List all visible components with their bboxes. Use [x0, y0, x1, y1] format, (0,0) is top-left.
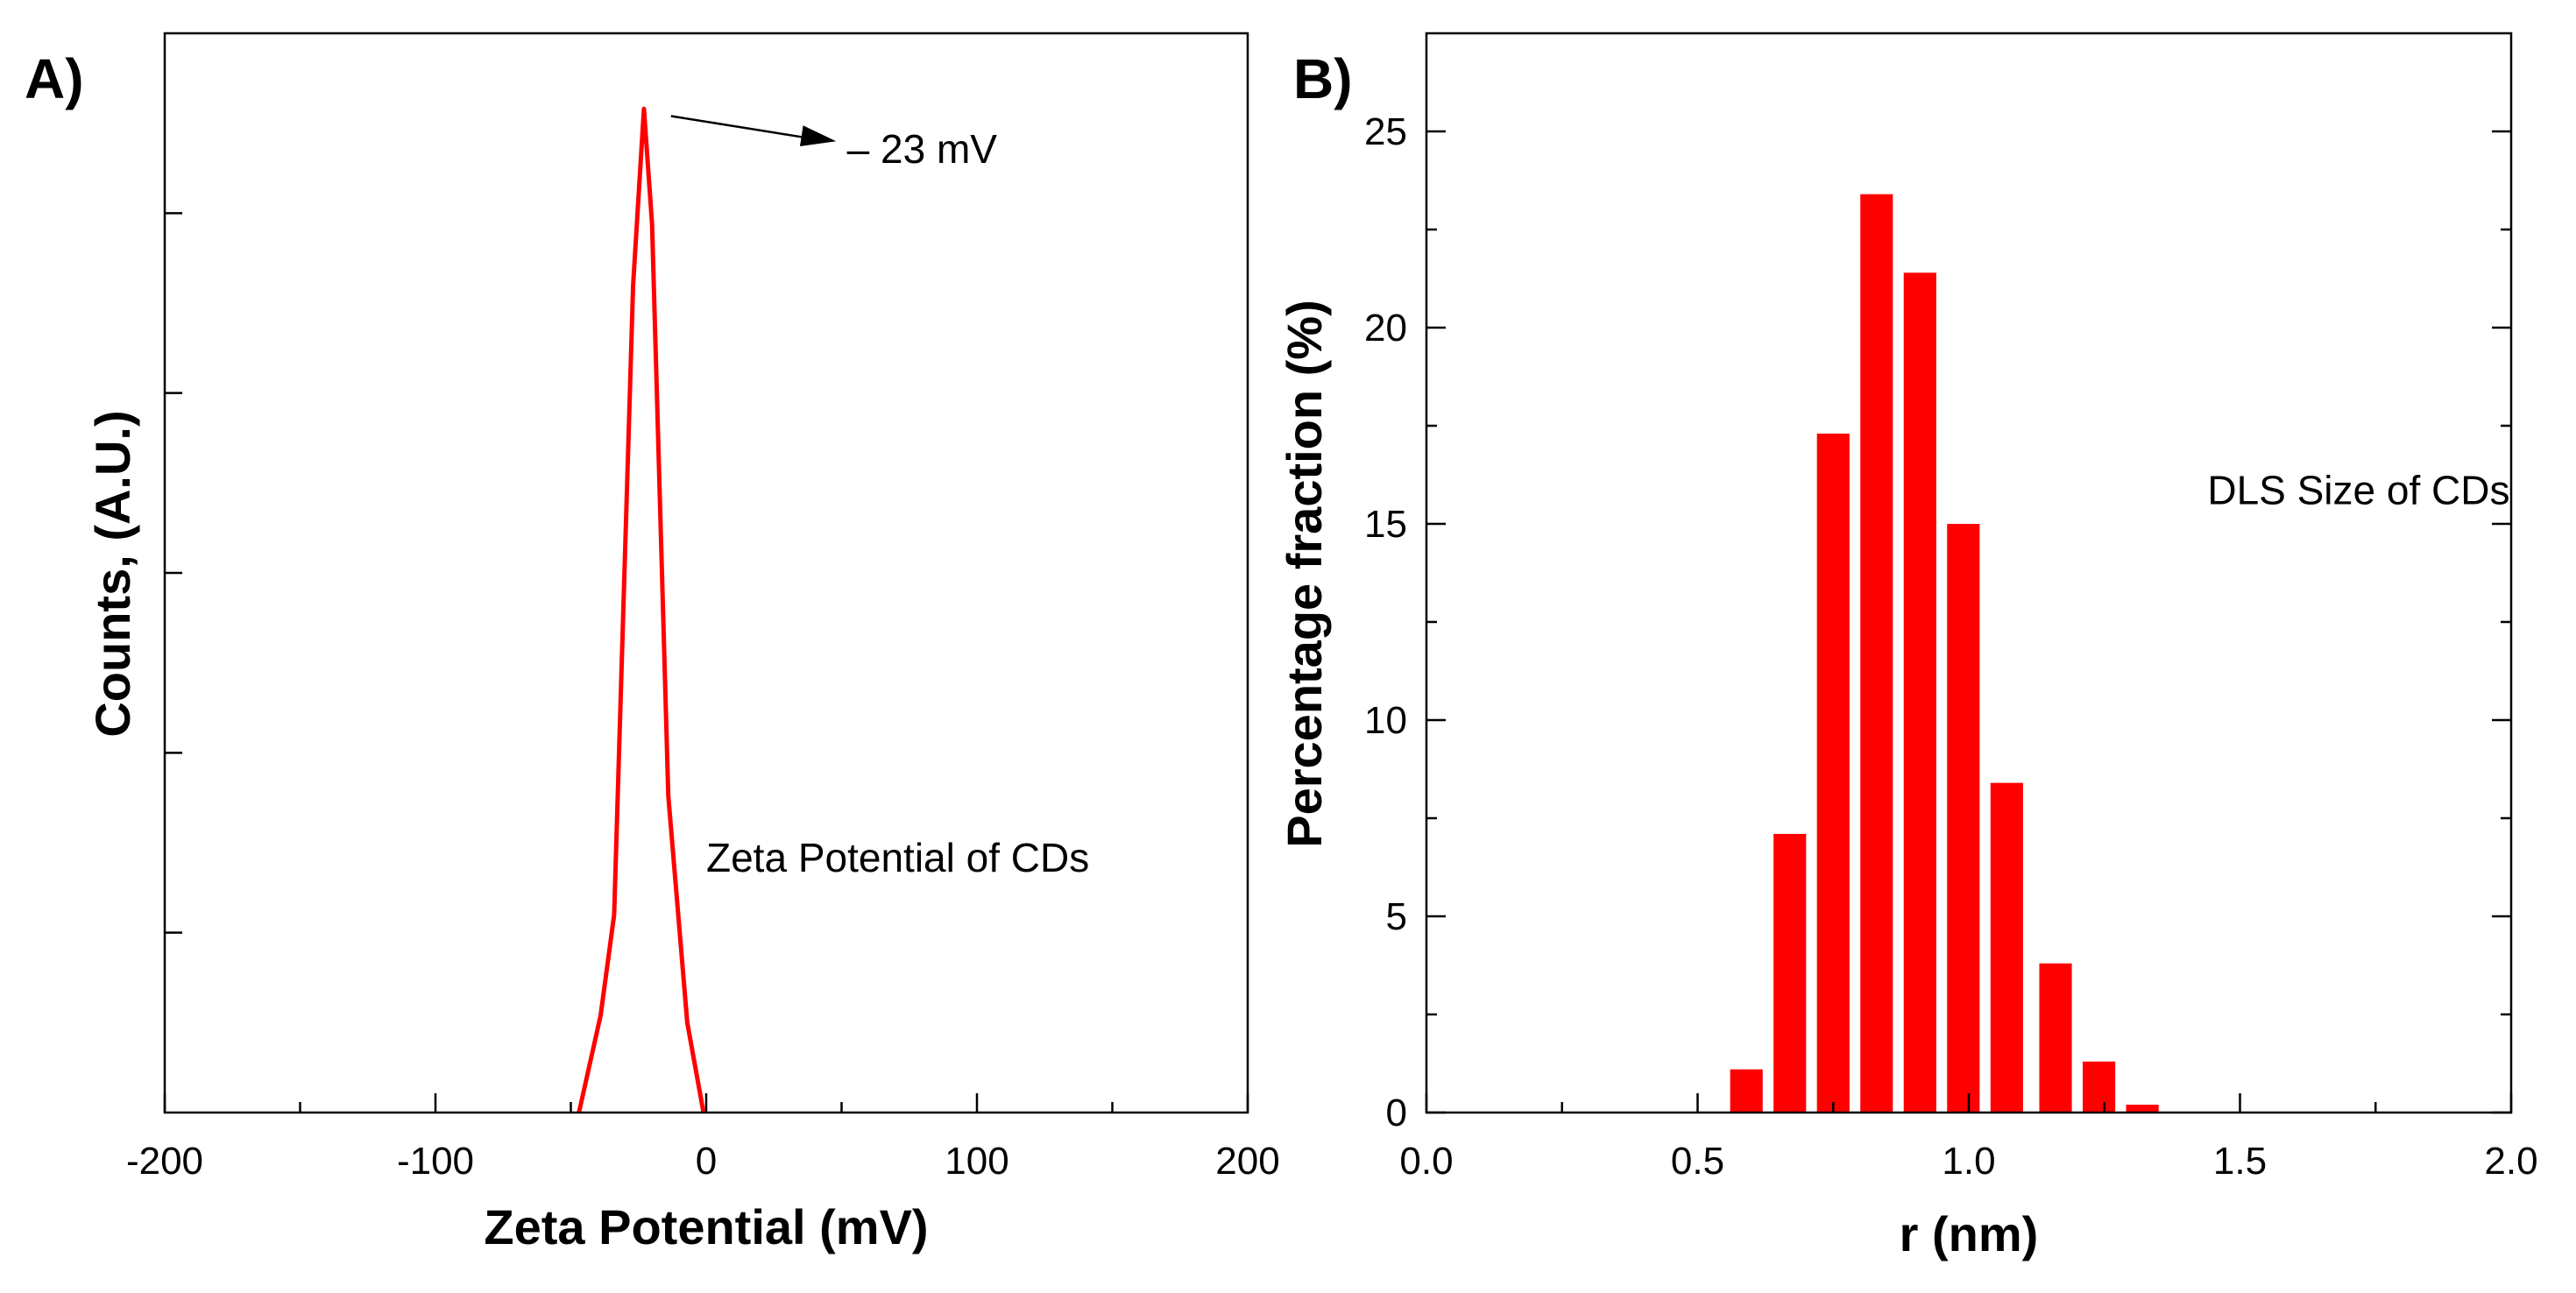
panel-b-annotation-dls: DLS Size of CDs: [2207, 468, 2509, 513]
panel-b-bar: [1903, 272, 1936, 1113]
panel-a-x-tick-label: 200: [1215, 1140, 1279, 1183]
panel-a-annotation-arrow: [670, 115, 837, 147]
panel-b-x-axis-title: r (nm): [1900, 1206, 2039, 1261]
panel-a-x-tick-label: 100: [945, 1140, 1008, 1183]
panel-b-y-axis-title: Percentage fraction (%): [1277, 300, 1332, 848]
panel-b-y-tick-label: 10: [1364, 699, 1407, 742]
panel-b-y-tick-label: 15: [1364, 503, 1407, 546]
panel-b-bar: [2082, 1061, 2116, 1113]
panel-b-bar: [1773, 833, 1807, 1113]
panel-b-y-tick-label: 25: [1364, 110, 1407, 153]
panel-a-y-axis-title: Counts, (A.U.): [85, 410, 140, 737]
panel-a-annotation-peak: – 23 mV: [847, 126, 998, 172]
panel-b-bar: [2039, 963, 2072, 1113]
panel-a-plot-frame: [163, 32, 1249, 1114]
panel-a-x-tick-label: -100: [397, 1140, 474, 1183]
panel-a-arrow-head: [799, 125, 837, 147]
panel-b: B) 0.0 0.5 1.0 1.5 2.0 0 5 10 15 20 25 r (nm) Perc…: [1277, 32, 2538, 1261]
panel-b-bar: [1816, 433, 1850, 1113]
panel-b-bar: [1860, 194, 1893, 1113]
panel-a-series: [577, 106, 706, 1113]
panel-b-bar: [1730, 1069, 1763, 1113]
panel-b-ticks: 0.0 0.5 1.0 1.5 2.0 0 5 10 15 20 25: [1364, 110, 2538, 1183]
panel-a-x-tick-label: 0: [696, 1140, 717, 1183]
panel-b-y-tick-label: 5: [1386, 895, 1407, 938]
panel-a-arrow-shaft: [670, 115, 812, 140]
panel-b-bars: [1730, 194, 2159, 1113]
panel-b-x-tick-label: 1.5: [2213, 1140, 2267, 1183]
panel-a-label: A): [25, 47, 84, 110]
panel-b-x-tick-label: 0.5: [1671, 1140, 1724, 1183]
panel-a-ticks: -200 -100 0 100 200: [126, 212, 1280, 1183]
panel-a-x-axis-title: Zeta Potential (mV): [484, 1199, 928, 1254]
panel-b-y-tick-label: 20: [1364, 307, 1407, 350]
panel-a: A) -200 -100 0 100 200 Zeta Potential (mV) C…: [25, 32, 1280, 1254]
panel-a-annotation-zeta: Zeta Potential of CDs: [706, 835, 1089, 880]
panel-b-bar: [2126, 1105, 2159, 1113]
panel-b-label: B): [1293, 47, 1353, 110]
panel-a-x-tick-label: -200: [126, 1140, 203, 1183]
panel-b-x-tick-label: 2.0: [2484, 1140, 2537, 1183]
panel-b-x-tick-label: 0.0: [1399, 1140, 1453, 1183]
panel-b-x-tick-label: 1.0: [1942, 1140, 1995, 1183]
panel-b-plot-frame: [1425, 32, 2513, 1114]
panel-b-y-tick-label: 0: [1386, 1092, 1407, 1134]
panel-b-bar: [1990, 782, 2023, 1113]
panel-a-series-line: [577, 106, 706, 1113]
panel-b-bar: [1947, 524, 1980, 1113]
